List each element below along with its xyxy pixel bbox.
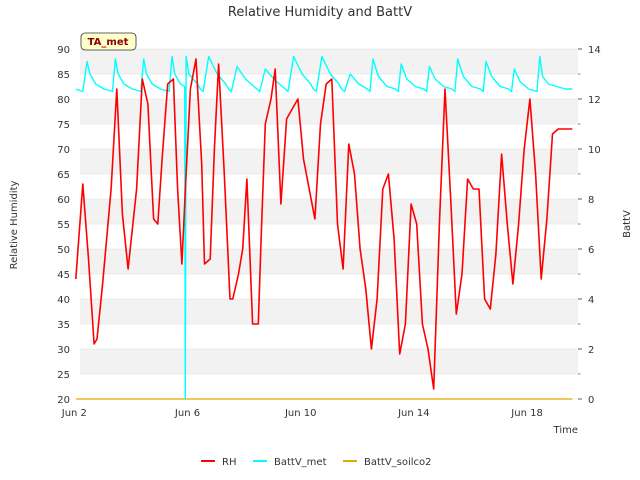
y-tick-label: 25: [57, 370, 70, 381]
legend-label-battv-met: BattV_met: [274, 457, 327, 468]
x-tick-label: Jun 2: [61, 408, 87, 419]
legend-item-rh: RH: [201, 457, 236, 468]
y2-tick-label: 0: [588, 395, 594, 406]
gridlines: [80, 48, 578, 400]
series-layer: [75, 55, 573, 400]
x-tick-label: Jun 6: [174, 408, 200, 419]
y-tick-label: 45: [57, 270, 70, 281]
y-tick-label: 60: [57, 195, 70, 206]
y-tick-label: 55: [57, 220, 70, 231]
y2-tick-label: 2: [588, 345, 594, 356]
y-tick-label: 75: [57, 120, 70, 131]
legend-item-battv-met: BattV_met: [253, 457, 327, 468]
series-line-battv-met: [75, 55, 573, 400]
y2-tick-label: 10: [588, 145, 601, 156]
legend-item-battv-soilco2: BattV_soilco2: [343, 457, 432, 468]
y-axis-title: Relative Humidity: [9, 181, 20, 270]
y-tick-label: 20: [57, 395, 70, 406]
y2-tick-label: 12: [588, 95, 601, 106]
y2-tick-label: 6: [588, 245, 594, 256]
y2-tick-label: 14: [588, 45, 601, 56]
ta-met-badge: TA_met: [80, 32, 137, 51]
grid-band: [80, 249, 578, 274]
y-tick-label: 65: [57, 170, 70, 181]
x-tick-label: Jun 10: [284, 408, 317, 419]
y-tick-label: 40: [57, 295, 70, 306]
right-axis-ticks: 0 2 4 6 8 10 12 14: [578, 45, 601, 406]
legend: RH BattV_met BattV_soilco2: [201, 457, 432, 468]
y-tick-label: 70: [57, 145, 70, 156]
grid-band: [80, 299, 578, 324]
y2-axis-title: BattV: [622, 210, 633, 238]
badge-label: TA_met: [88, 37, 129, 48]
badge-box: [80, 32, 137, 51]
legend-label-rh: RH: [222, 457, 236, 468]
grid-band: [80, 199, 578, 224]
y-tick-label: 35: [57, 320, 70, 331]
y-tick-label: 30: [57, 345, 70, 356]
y-tick-label: 90: [57, 45, 70, 56]
x-axis-title: Time: [553, 425, 578, 436]
y2-tick-label: 4: [588, 295, 594, 306]
grid-band: [80, 349, 578, 374]
y-tick-label: 50: [57, 245, 70, 256]
x-axis-ticks: Jun 2 Jun 6 Jun 10 Jun 14 Jun 18: [61, 408, 543, 419]
left-axis-ticks: 20 25 30 35 40 45 50 55 60 65 70 75 80 85 90: [57, 45, 70, 406]
grid-band: [80, 99, 578, 124]
series-line-rh: [75, 58, 573, 390]
y2-tick-label: 8: [588, 195, 594, 206]
x-tick-label: Jun 18: [510, 408, 543, 419]
y-tick-label: 80: [57, 95, 70, 106]
y-tick-label: 85: [57, 70, 70, 81]
legend-label-battv-soilco2: BattV_soilco2: [364, 457, 432, 468]
x-tick-label: Jun 14: [397, 408, 430, 419]
chart-title: Relative Humidity and BattV: [228, 5, 412, 20]
background-bands: [80, 49, 578, 374]
